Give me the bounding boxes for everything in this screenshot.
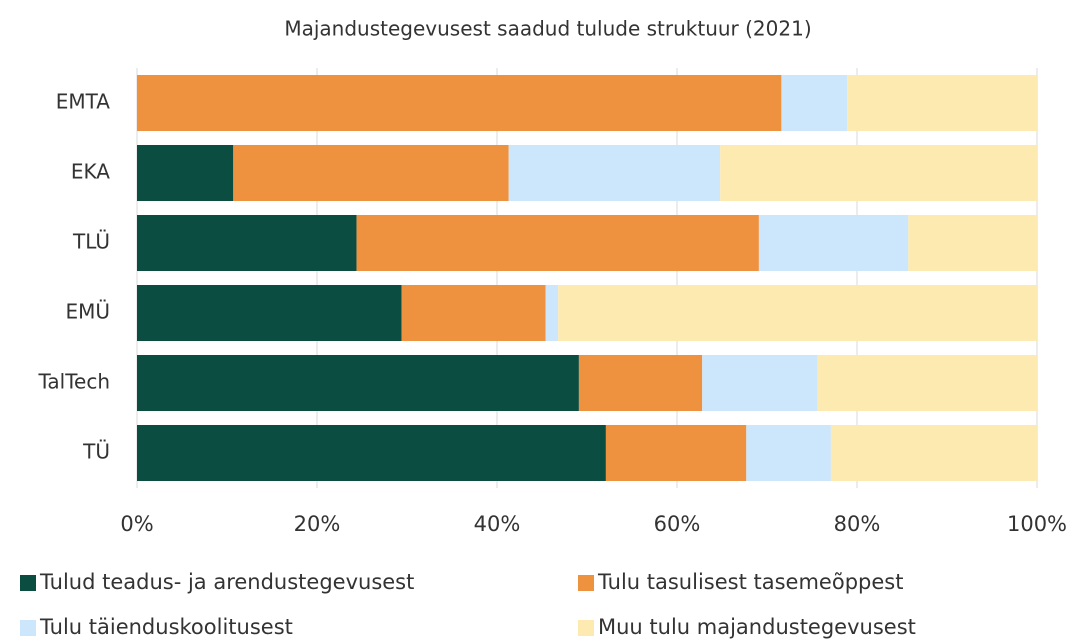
bar-segment (702, 355, 818, 411)
bar-segment (817, 355, 1037, 411)
bar-segment (758, 215, 909, 271)
bar-segment (137, 425, 606, 481)
bar-segment (137, 145, 234, 201)
x-tick-label: 20% (294, 512, 341, 536)
bar-segment (746, 425, 831, 481)
bar-segment (137, 75, 782, 131)
y-tick-label: EMTA (56, 90, 111, 114)
y-tick-label: TLÜ (72, 230, 110, 254)
bar-segment (720, 145, 1037, 201)
legend-swatch (20, 575, 36, 591)
y-tick-label: TÜ (82, 440, 110, 464)
legend-label: Tulu tasulisest tasemeõppest (597, 570, 903, 594)
bar-segment (356, 215, 759, 271)
x-tick-label: 40% (474, 512, 521, 536)
legend-label: Tulud teadus- ja arendustegevusest (39, 570, 414, 594)
bar-segment (233, 145, 509, 201)
legend-swatch (578, 575, 594, 591)
bar-segment (781, 75, 848, 131)
bar-segment (137, 285, 402, 341)
legend-swatch (20, 620, 36, 636)
x-tick-label: 100% (1007, 512, 1067, 536)
bar-segment (605, 425, 747, 481)
legend-swatch (578, 620, 594, 636)
x-tick-label: 60% (654, 512, 701, 536)
y-tick-label: EMÜ (65, 300, 110, 324)
legend-label: Tulu täienduskoolitusest (39, 615, 293, 639)
y-tick-label: TalTech (37, 370, 110, 394)
chart-title: Majandustegevusest saadud tulude struktu… (284, 17, 811, 41)
bar-segment (558, 285, 1037, 341)
bar-segment (137, 215, 357, 271)
x-tick-label: 80% (834, 512, 881, 536)
bar-segment (908, 215, 1037, 271)
bar-segment (847, 75, 1037, 131)
bar-segment (545, 285, 559, 341)
y-tick-label: EKA (71, 160, 110, 184)
bar-segment (830, 425, 1037, 481)
bar-segment (508, 145, 721, 201)
bar-segment (137, 355, 579, 411)
legend-label: Muu tulu majandustegevusest (598, 615, 916, 639)
bar-segment (578, 355, 703, 411)
bar-segment (401, 285, 546, 341)
x-tick-label: 0% (120, 512, 153, 536)
